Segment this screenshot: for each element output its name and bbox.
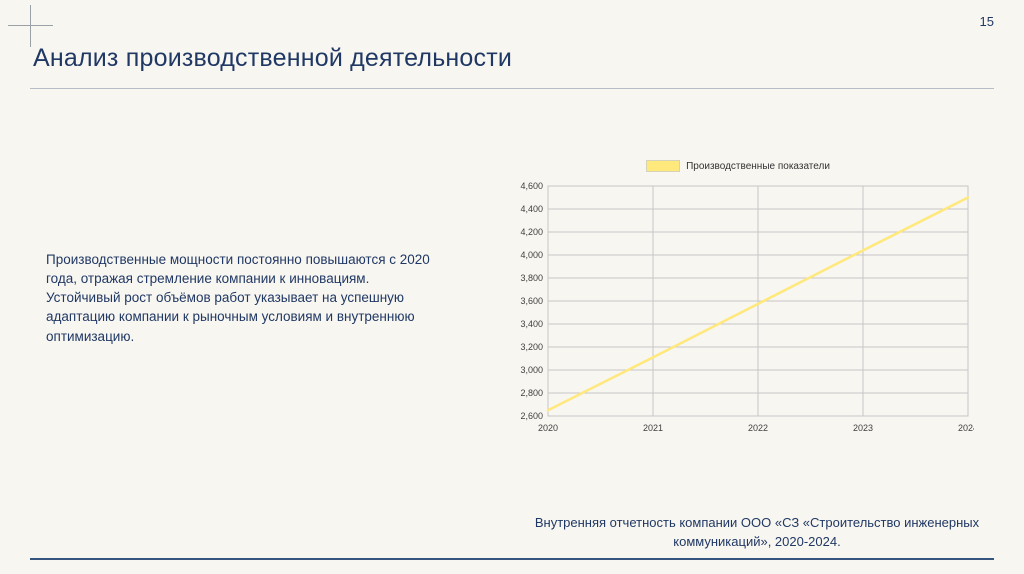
svg-text:2,600: 2,600	[520, 411, 543, 421]
page-number: 15	[979, 14, 994, 29]
legend-label: Производственные показатели	[686, 160, 830, 172]
svg-text:2024: 2024	[958, 423, 974, 433]
svg-text:3,200: 3,200	[520, 342, 543, 352]
legend-swatch	[646, 160, 681, 172]
title-divider	[30, 88, 994, 89]
svg-text:2,800: 2,800	[520, 388, 543, 398]
svg-text:4,000: 4,000	[520, 250, 543, 260]
svg-text:4,400: 4,400	[520, 204, 543, 214]
footer-divider	[30, 558, 994, 560]
svg-text:3,800: 3,800	[520, 273, 543, 283]
svg-text:3,000: 3,000	[520, 365, 543, 375]
source-footer: Внутренняя отчетность компании ООО «СЗ «…	[534, 515, 980, 549]
svg-text:2021: 2021	[643, 423, 663, 433]
svg-text:3,600: 3,600	[520, 296, 543, 306]
chart-legend: Производственные показатели	[502, 158, 974, 174]
svg-text:4,200: 4,200	[520, 227, 543, 237]
svg-text:3,400: 3,400	[520, 319, 543, 329]
svg-text:2023: 2023	[853, 423, 873, 433]
slide-title: Анализ производственной деятельности	[33, 44, 513, 72]
production-line-chart: 2,600 2,800 3,000 3,200 3,400 3,600 3,800 4,000…	[520, 181, 974, 433]
svg-text:4,600: 4,600	[520, 181, 543, 191]
svg-text:2020: 2020	[538, 423, 558, 433]
production-chart-block: Производственные показатели 2,600 2,800 3,…	[502, 158, 974, 442]
corner-cross-mark	[8, 25, 53, 26]
corner-cross-mark	[30, 5, 31, 47]
svg-text:2022: 2022	[748, 423, 768, 433]
body-text: Производственные мощности постоянно повы…	[46, 252, 430, 344]
